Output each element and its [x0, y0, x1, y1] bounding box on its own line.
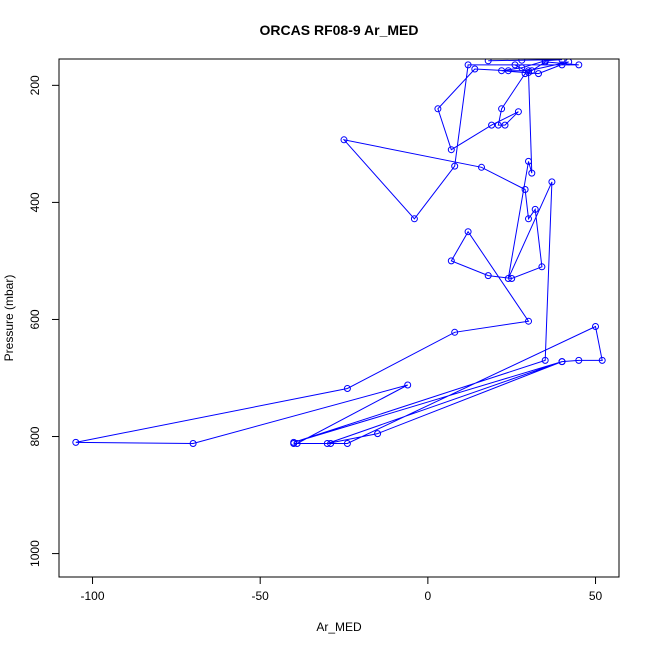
chart-title: ORCAS RF08-9 Ar_MED	[260, 22, 419, 38]
data-point	[528, 169, 536, 177]
data-point	[598, 356, 606, 364]
data-point	[538, 263, 546, 271]
x-tick-label: 0	[425, 589, 432, 603]
data-point	[518, 64, 526, 72]
data-point	[293, 440, 301, 447]
data-point	[525, 157, 532, 165]
data-point	[343, 440, 351, 447]
x-tick-label: -50	[252, 589, 270, 603]
data-point	[558, 358, 566, 366]
data-point	[511, 61, 519, 69]
series-points	[72, 59, 606, 447]
x-tick-label: 50	[589, 589, 603, 603]
y-axis-label: Pressure (mbar)	[2, 275, 16, 362]
y-axis-ticks: 200 400 600 800 1000	[28, 75, 59, 567]
data-point	[189, 440, 197, 447]
data-point	[447, 257, 455, 265]
data-point	[498, 67, 506, 75]
data-point	[525, 215, 532, 223]
data-point	[471, 65, 479, 73]
y-tick-label: 1000	[28, 540, 42, 567]
x-tick-label: -100	[81, 589, 105, 603]
data-point	[541, 59, 549, 66]
data-point	[501, 121, 509, 129]
data-point	[464, 228, 472, 236]
data-point	[575, 356, 583, 364]
data-point	[518, 59, 526, 64]
data-point	[343, 385, 351, 392]
y-tick-label: 400	[28, 192, 42, 212]
x-axis-label: Ar_MED	[316, 620, 362, 634]
data-point	[404, 381, 412, 389]
data-point	[565, 59, 573, 66]
y-tick-label: 200	[28, 75, 42, 95]
data-point	[558, 59, 566, 64]
data-point	[528, 67, 536, 75]
data-point	[525, 317, 532, 325]
data-point	[521, 70, 529, 78]
data-point	[410, 215, 418, 223]
data-point	[548, 178, 556, 186]
data-point	[531, 205, 539, 213]
data-point	[508, 275, 516, 282]
data-point	[488, 121, 496, 129]
data-point	[541, 356, 549, 364]
data-point	[327, 440, 335, 447]
data-point	[478, 163, 485, 171]
data-point	[504, 67, 512, 75]
data-point	[575, 61, 583, 69]
data-point	[514, 108, 522, 116]
data-point	[340, 136, 348, 144]
data-point	[464, 61, 472, 69]
data-point	[525, 69, 532, 76]
y-tick-label: 600	[28, 309, 42, 329]
data-point	[592, 323, 599, 330]
data-point	[498, 105, 506, 113]
data-point	[535, 70, 542, 78]
data-point	[447, 146, 455, 154]
data-point	[323, 440, 331, 447]
data-point	[484, 272, 492, 280]
data-point	[451, 162, 459, 170]
data-point	[558, 61, 566, 69]
plot-area-frame	[58, 58, 620, 578]
data-point	[451, 328, 459, 336]
data-point	[521, 186, 529, 193]
data-point	[72, 438, 80, 446]
data-point	[434, 105, 442, 113]
data-point	[484, 59, 492, 65]
data-point	[374, 430, 382, 438]
y-tick-label: 800	[28, 426, 42, 446]
x-axis-ticks: -100 -50 0 50	[81, 577, 603, 603]
data-point	[290, 438, 298, 446]
data-point	[504, 275, 512, 282]
data-point	[494, 121, 502, 129]
